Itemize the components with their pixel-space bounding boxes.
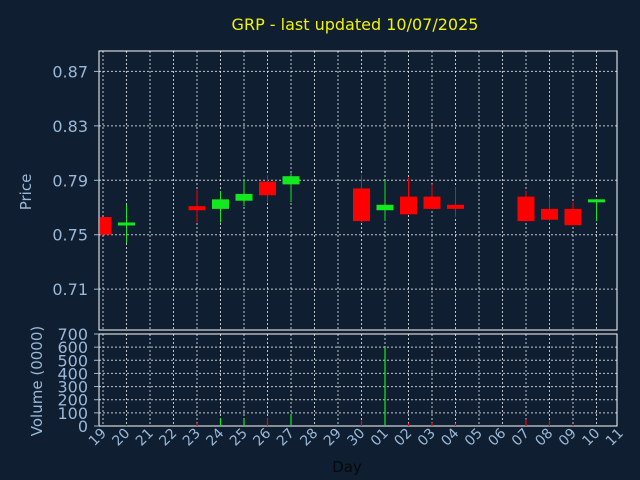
volume-tick-label: 0 <box>78 417 88 436</box>
candle-body <box>400 196 417 215</box>
price-panel: 0.71 0.75 0.79 0.83 0.87 Price <box>17 50 618 331</box>
volume-tick-label: 300 <box>57 378 88 397</box>
price-tick-label: 0.79 <box>52 171 88 190</box>
price-y-ticks: 0.71 0.75 0.79 0.83 0.87 <box>52 62 99 299</box>
x-axis-label: Day <box>332 458 362 476</box>
candle-body <box>517 196 535 222</box>
candle-body <box>118 222 135 226</box>
candle-body <box>376 204 394 211</box>
x-axis-ticks: 19 20 21 22 23 24 25 26 27 28 29 30 01 02 03 04 05 06 07 08… <box>86 425 627 449</box>
volume-tick-label: 600 <box>57 338 88 357</box>
candle-body <box>212 199 229 209</box>
price-tick-label: 0.71 <box>52 280 88 299</box>
chart-title: GRP - last updated 10/07/2025 <box>232 15 479 34</box>
volume-panel-frame <box>98 333 618 427</box>
volume-tick-label: 500 <box>57 351 88 370</box>
volume-bars <box>125 347 574 426</box>
candle-body <box>100 217 112 235</box>
price-panel-frame <box>98 50 618 331</box>
price-tick-label: 0.87 <box>52 62 88 81</box>
price-gridlines <box>99 51 617 330</box>
candle-body <box>259 181 276 196</box>
volume-tick-label: 100 <box>57 404 88 423</box>
candle-body <box>588 199 605 203</box>
volume-tick-label: 200 <box>57 391 88 410</box>
volume-tick-label: 400 <box>57 364 88 383</box>
price-tick-label: 0.83 <box>52 117 88 136</box>
volume-gridlines <box>99 334 617 426</box>
volume-axis-label: Volume (0000) <box>28 326 46 436</box>
candle-body <box>423 196 441 209</box>
candle-body <box>541 208 558 220</box>
price-candles <box>100 173 605 243</box>
candle-body <box>447 204 464 209</box>
price-axis-label: Price <box>17 174 35 211</box>
candle-body <box>282 176 300 185</box>
candle-body <box>188 206 206 211</box>
price-tick-label: 0.75 <box>52 226 88 245</box>
candle-body <box>235 193 253 201</box>
volume-tick-label: 700 <box>57 325 88 344</box>
candle-body <box>564 208 582 226</box>
candle-body <box>353 188 370 222</box>
